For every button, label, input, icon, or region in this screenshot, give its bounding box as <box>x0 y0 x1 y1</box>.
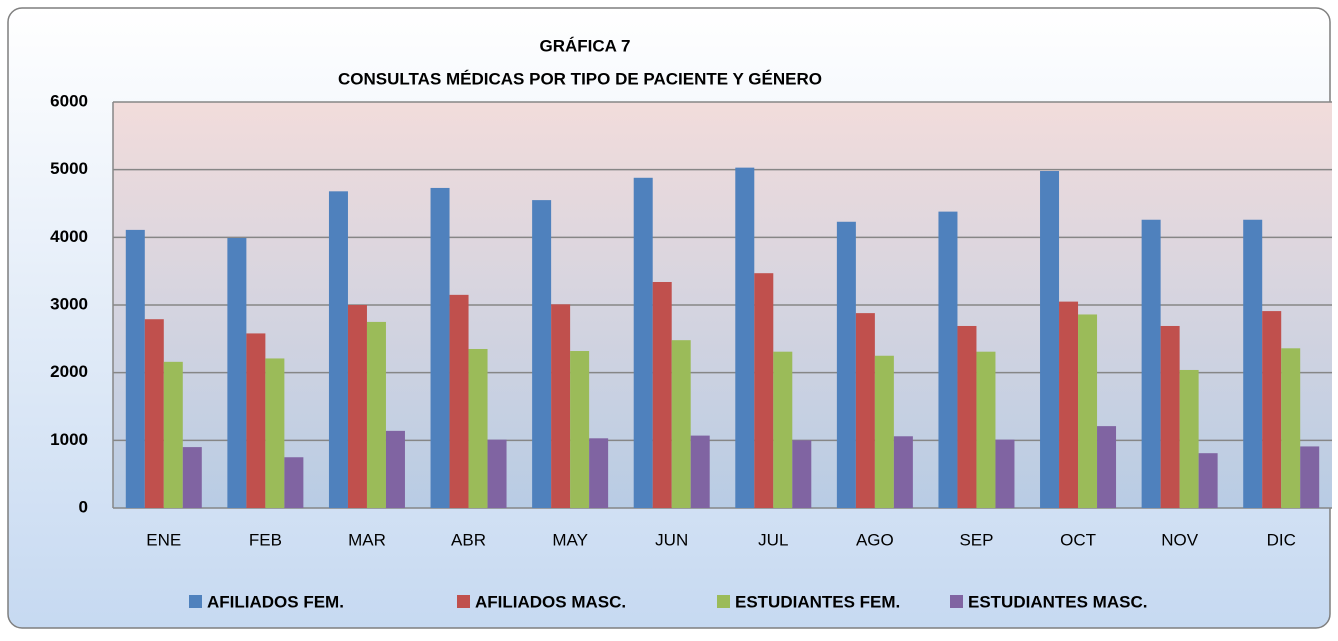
bar <box>1097 426 1117 508</box>
bar <box>938 211 958 508</box>
bar <box>754 273 774 508</box>
bar <box>328 191 348 508</box>
legend-label: ESTUDIANTES FEM. <box>735 592 900 611</box>
x-tick-label: MAR <box>348 530 386 549</box>
bar <box>227 238 247 508</box>
y-tick-label: 4000 <box>50 227 88 246</box>
x-tick-label: FEB <box>249 530 282 549</box>
bar <box>1141 219 1161 509</box>
y-tick-label: 6000 <box>50 91 88 110</box>
bar <box>265 358 285 508</box>
bar <box>957 325 977 508</box>
bar <box>855 313 875 508</box>
bar <box>284 457 304 508</box>
x-tick-label: NOV <box>1161 530 1199 549</box>
x-tick-label: ABR <box>451 530 486 549</box>
x-tick-label: AGO <box>856 530 894 549</box>
bar <box>1300 446 1320 508</box>
bar <box>1160 325 1180 508</box>
bar <box>1281 348 1301 508</box>
legend-label: AFILIADOS MASC. <box>475 592 626 611</box>
bar <box>182 447 202 508</box>
y-tick-label: 1000 <box>50 430 88 449</box>
bar <box>893 436 913 508</box>
bar <box>773 351 793 508</box>
bar <box>690 435 710 508</box>
bar <box>1059 301 1079 508</box>
bar <box>874 355 894 508</box>
bar <box>735 167 755 509</box>
bar <box>449 294 469 508</box>
bar <box>144 319 164 508</box>
bar <box>1198 453 1218 508</box>
legend-swatch <box>717 595 730 608</box>
bar <box>246 333 266 508</box>
bar <box>430 187 450 509</box>
bar <box>671 340 691 508</box>
bar <box>1078 314 1098 508</box>
bar <box>385 430 405 508</box>
bar <box>633 177 653 508</box>
bar <box>487 439 507 508</box>
x-tick-label: DIC <box>1267 530 1296 549</box>
x-tick-label: ENE <box>146 530 181 549</box>
bar <box>125 229 145 508</box>
chart-title: GRÁFICA 7 <box>540 36 631 55</box>
chart-subtitle: CONSULTAS MÉDICAS POR TIPO DE PACIENTE Y… <box>338 69 822 88</box>
legend-label: ESTUDIANTES MASC. <box>968 592 1147 611</box>
legend-label: AFILIADOS FEM. <box>207 592 344 611</box>
bar <box>836 221 856 508</box>
x-tick-label: MAY <box>552 530 588 549</box>
y-tick-label: 3000 <box>50 294 88 313</box>
bar <box>163 361 183 508</box>
bar <box>1040 171 1060 508</box>
bar <box>652 281 672 508</box>
bar <box>551 304 571 508</box>
x-tick-label: JUL <box>758 530 788 549</box>
y-tick-label: 5000 <box>50 159 88 178</box>
bar <box>1262 311 1282 508</box>
bar <box>1179 369 1199 508</box>
bar <box>589 438 609 508</box>
bar <box>792 440 812 508</box>
x-tick-label: OCT <box>1060 530 1096 549</box>
x-tick-label: JUN <box>655 530 688 549</box>
bar <box>995 439 1015 508</box>
bar <box>570 351 590 508</box>
y-tick-label: 0 <box>79 497 88 516</box>
legend-swatch <box>457 595 470 608</box>
bar <box>366 321 386 508</box>
x-tick-label: SEP <box>959 530 993 549</box>
legend-swatch <box>950 595 963 608</box>
legend-swatch <box>189 595 202 608</box>
bar <box>1243 219 1263 509</box>
bar <box>468 348 488 508</box>
y-tick-label: 2000 <box>50 362 88 381</box>
bar <box>347 305 367 508</box>
bar <box>532 200 552 508</box>
bar <box>976 351 996 508</box>
